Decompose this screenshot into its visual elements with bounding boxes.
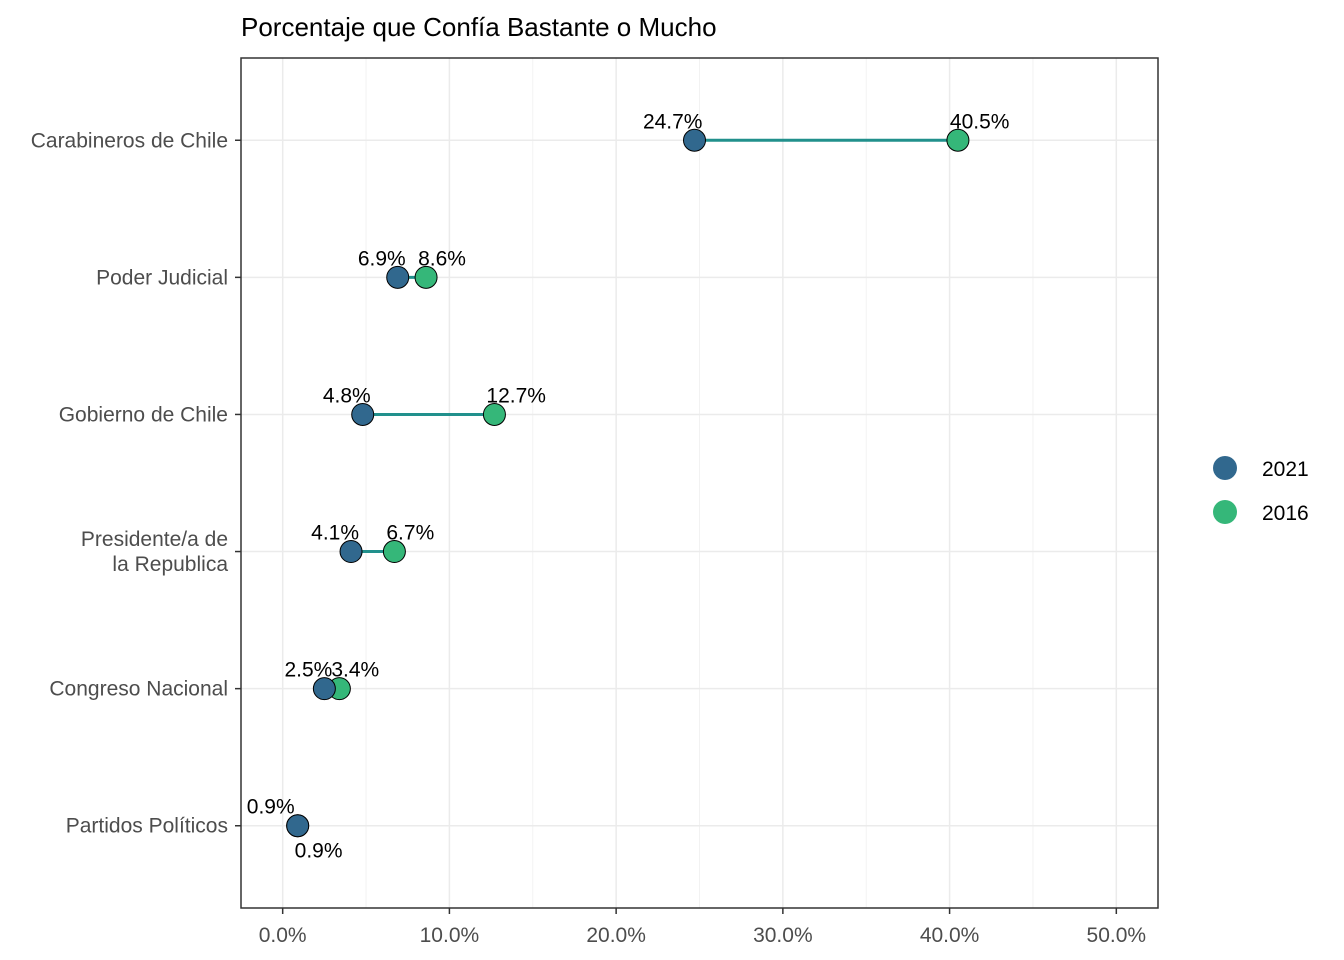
point-2021 bbox=[339, 540, 363, 564]
data-label-2021: 6.9% bbox=[358, 247, 406, 270]
legend-label-2016: 2016 bbox=[1262, 502, 1309, 525]
legend: 2021 2016 bbox=[1213, 456, 1309, 525]
x-tick-label: 30.0% bbox=[753, 924, 813, 947]
x-tick-label: 20.0% bbox=[586, 924, 646, 947]
point-2016 bbox=[946, 128, 970, 152]
x-tick-label: 0.0% bbox=[259, 924, 307, 947]
data-labels: 24.7% 40.5% 6.9% 8.6% 4.8% 12.7% 4.1% 6.7% 2.5% 3… bbox=[247, 110, 1010, 862]
point-2016 bbox=[382, 540, 406, 564]
x-tick-label: 50.0% bbox=[1087, 924, 1147, 947]
point-2021 bbox=[312, 677, 336, 701]
y-tick-label: Gobierno de Chile bbox=[59, 403, 228, 426]
plot-panel-border bbox=[240, 57, 1159, 909]
y-tick-label: Carabineros de Chile bbox=[31, 129, 228, 152]
point-2016 bbox=[482, 402, 506, 426]
point-2016 bbox=[414, 265, 438, 289]
data-label-2016: 3.4% bbox=[331, 659, 379, 682]
minor-gridlines bbox=[365, 58, 1034, 908]
y-tick-label: Congreso Nacional bbox=[49, 678, 228, 701]
point-2021 bbox=[351, 402, 375, 426]
y-tick-label: Partidos Políticos bbox=[66, 815, 228, 838]
major-gridlines bbox=[241, 58, 1158, 908]
legend-label-2021: 2021 bbox=[1262, 458, 1309, 481]
x-tick-label: 10.0% bbox=[420, 924, 480, 947]
data-label-2021: 4.8% bbox=[323, 384, 371, 407]
point-2021 bbox=[286, 814, 310, 838]
y-tick-label: Poder Judicial bbox=[96, 266, 228, 289]
point-2021 bbox=[682, 128, 706, 152]
legend-key-2016 bbox=[1213, 500, 1237, 524]
data-label-2021: 24.7% bbox=[643, 110, 703, 133]
point-2021 bbox=[386, 265, 410, 289]
legend-key-2021 bbox=[1213, 456, 1237, 480]
data-label-2016: 8.6% bbox=[418, 247, 466, 270]
data-points bbox=[286, 128, 970, 838]
data-label-2016: 40.5% bbox=[950, 110, 1010, 133]
x-tick-label: 40.0% bbox=[920, 924, 980, 947]
x-axis: 0.0% 10.0% 20.0% 30.0% 40.0% 50.0% bbox=[259, 908, 1146, 947]
data-label-2021: 2.5% bbox=[284, 659, 332, 682]
data-label-2021: 4.1% bbox=[311, 522, 359, 545]
data-label-2016: 12.7% bbox=[486, 384, 546, 407]
dumbbell-segments bbox=[324, 138, 958, 691]
y-tick-label: Presidente/a de la Republica bbox=[81, 528, 228, 576]
data-label-2016: 6.7% bbox=[386, 522, 434, 545]
data-label-2016: 0.9% bbox=[295, 840, 343, 863]
data-label-2021: 0.9% bbox=[247, 796, 295, 819]
chart-title: Porcentaje que Confía Bastante o Mucho bbox=[241, 12, 717, 42]
y-axis: Carabineros de Chile Poder Judicial Gobier… bbox=[31, 129, 241, 838]
